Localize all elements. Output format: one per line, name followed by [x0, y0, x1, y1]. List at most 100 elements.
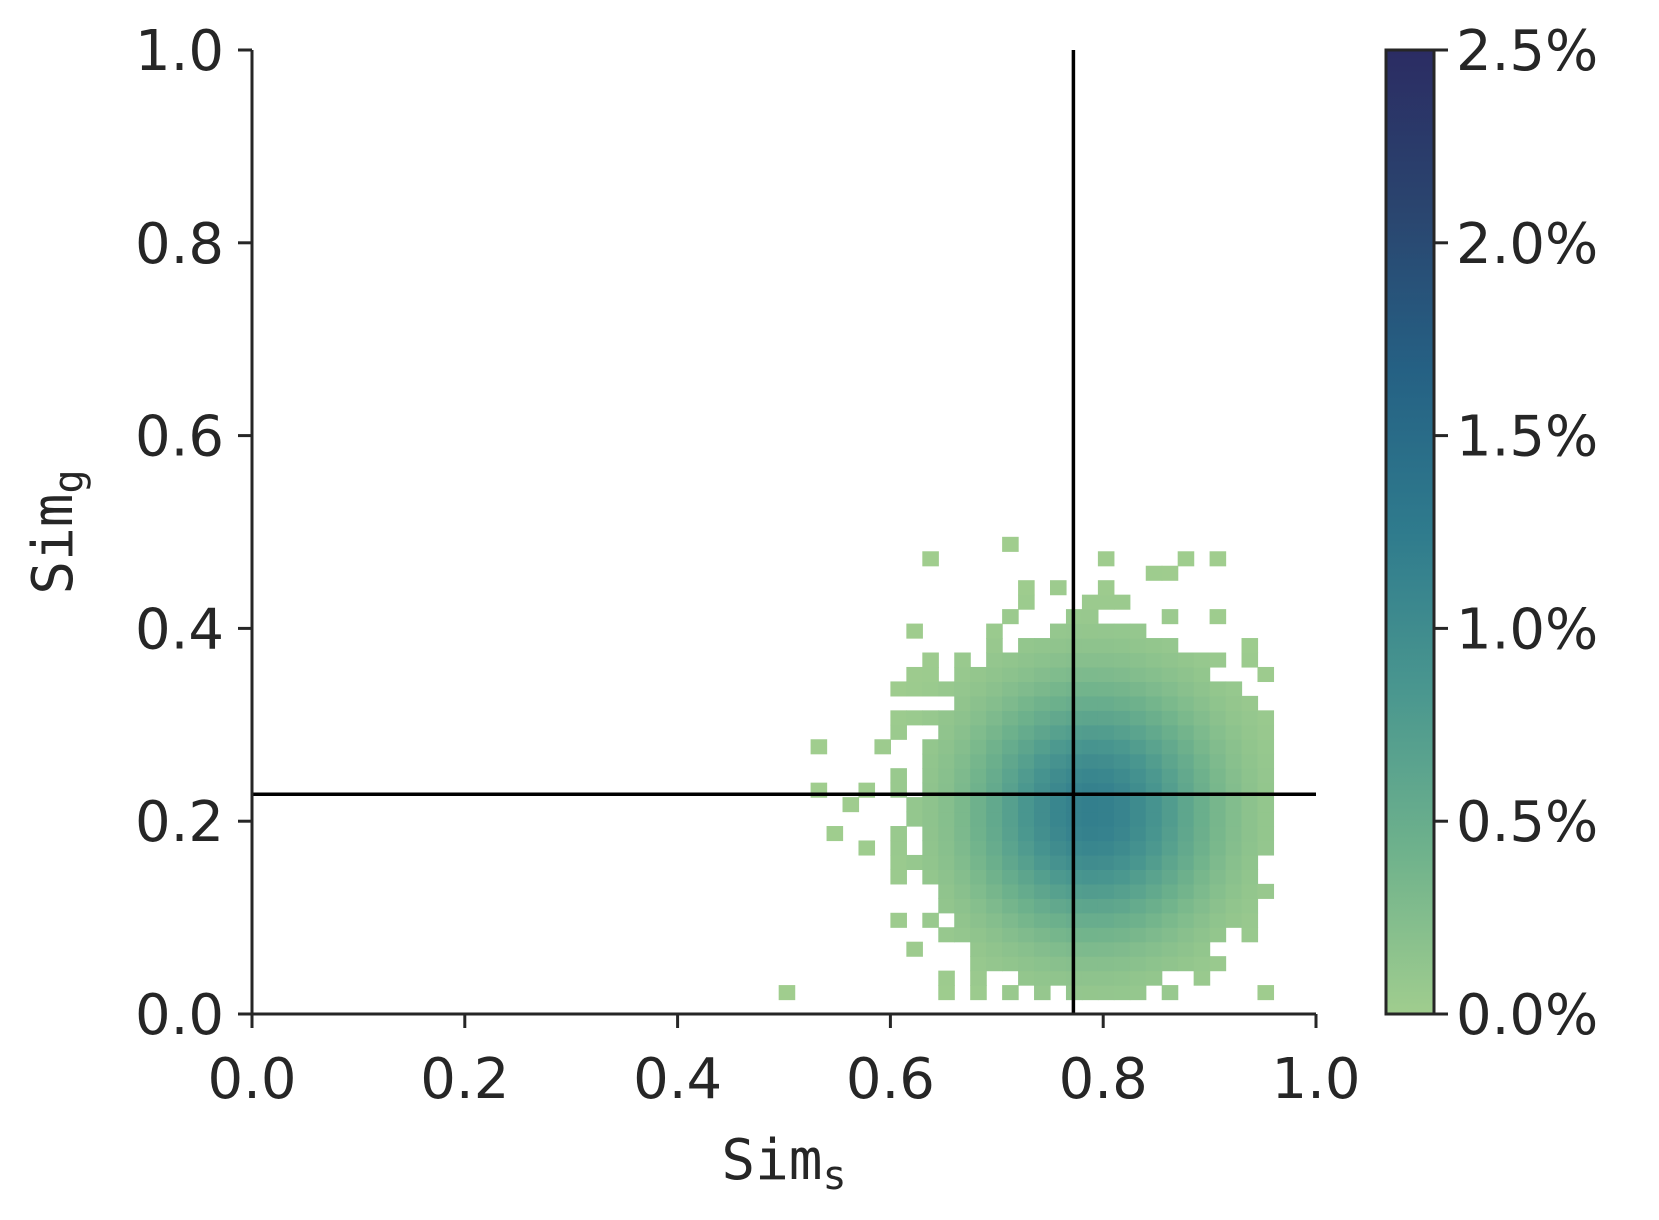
- heatmap-cell: [1145, 638, 1163, 654]
- heatmap-cell: [1018, 580, 1035, 596]
- heatmap-cell: [1177, 811, 1195, 827]
- heatmap-cell: [906, 623, 923, 639]
- heatmap-cell: [1177, 797, 1195, 813]
- heatmap-cell: [1209, 739, 1227, 755]
- heatmap-cell: [1081, 985, 1099, 1001]
- heatmap-cell: [1081, 768, 1099, 784]
- heatmap-cell: [1241, 724, 1259, 740]
- heatmap-cell: [1034, 710, 1051, 726]
- heatmap-cell: [1145, 826, 1163, 842]
- x-tick-label: 0.8: [1059, 1047, 1148, 1112]
- heatmap-cell: [890, 724, 907, 740]
- heatmap-cell: [1129, 869, 1147, 885]
- heatmap-cell: [1177, 883, 1195, 899]
- heatmap-cell: [1257, 811, 1275, 827]
- heatmap-cell: [1209, 826, 1227, 842]
- heatmap-cell: [1145, 695, 1163, 711]
- heatmap-cell: [1161, 724, 1179, 740]
- heatmap-cell: [1097, 710, 1115, 726]
- heatmap-cell: [1257, 724, 1275, 740]
- heatmap-cell: [1050, 941, 1067, 957]
- heatmap-cell: [1161, 898, 1179, 914]
- heatmap-cell: [1145, 710, 1163, 726]
- heatmap-cell: [1161, 768, 1179, 784]
- heatmap-cell: [1002, 710, 1019, 726]
- heatmap-cell: [1145, 840, 1163, 856]
- heatmap-cell: [1050, 912, 1067, 928]
- heatmap-cell: [1050, 768, 1067, 784]
- heatmap-cell: [1002, 609, 1019, 625]
- heatmap-cell: [954, 724, 971, 740]
- heatmap-cell: [1002, 941, 1019, 957]
- heatmap-cell: [1113, 638, 1131, 654]
- heatmap-cell: [1018, 912, 1035, 928]
- heatmap-cell: [1018, 811, 1035, 827]
- heatmap-cell: [1145, 869, 1163, 885]
- heatmap-cell: [1097, 840, 1115, 856]
- heatmap-cell: [1193, 753, 1211, 769]
- heatmap-cell: [1257, 666, 1275, 683]
- heatmap-cell: [986, 739, 1003, 755]
- heatmap-cell: [1209, 840, 1227, 856]
- heatmap-cell: [1177, 695, 1195, 711]
- heatmap-cell: [922, 912, 939, 928]
- heatmap-cell: [954, 710, 971, 726]
- heatmap-cell: [1081, 609, 1099, 625]
- heatmap-cell: [1225, 898, 1243, 914]
- heatmap-cell: [1113, 869, 1131, 885]
- heatmap-cell: [1081, 869, 1099, 885]
- heatmap-cell: [1018, 927, 1035, 943]
- heatmap-cell: [1225, 883, 1243, 899]
- heatmap-cell: [1209, 912, 1227, 928]
- heatmap-cell: [1002, 826, 1019, 842]
- heatmap-cell: [1225, 912, 1243, 928]
- heatmap-cell: [890, 869, 907, 885]
- heatmap-cell: [1018, 883, 1035, 899]
- heatmap-cell: [1161, 826, 1179, 842]
- heatmap-cell: [1034, 956, 1051, 972]
- heatmap-cell: [1097, 927, 1115, 943]
- heatmap-cell: [1241, 797, 1259, 813]
- heatmap-cell: [938, 724, 955, 740]
- colorbar: [1384, 48, 1436, 1016]
- heatmap-cell: [1097, 623, 1115, 639]
- heatmap-cell: [954, 826, 971, 842]
- heatmap-cell: [938, 710, 955, 726]
- heatmap-cell: [1002, 681, 1019, 697]
- heatmap-cell: [1257, 840, 1275, 856]
- y-tick-label: 0.4: [135, 597, 224, 662]
- heatmap-cell: [1034, 768, 1051, 784]
- heatmap-cell: [1113, 724, 1131, 740]
- heatmap-cell: [1018, 753, 1035, 769]
- heatmap-cell: [1145, 811, 1163, 827]
- heatmap-cell: [1129, 854, 1147, 870]
- heatmap-cell: [1193, 681, 1211, 697]
- heatmap-cells: [778, 536, 1275, 1001]
- heatmap-cell: [938, 927, 955, 943]
- heatmap-cell: [1257, 753, 1275, 769]
- heatmap-cell: [1050, 883, 1067, 899]
- heatmap-cell: [1225, 854, 1243, 870]
- heatmap-cell: [1129, 797, 1147, 813]
- heatmap-cell: [1129, 739, 1147, 755]
- heatmap-cell: [1193, 826, 1211, 842]
- heatmap-cell: [1145, 681, 1163, 697]
- heatmap-cell: [1241, 883, 1259, 899]
- heatmap-cell: [1034, 724, 1051, 740]
- heatmap-cell: [1113, 797, 1131, 813]
- heatmap-cell: [1050, 580, 1067, 596]
- heatmap-cell: [1034, 869, 1051, 885]
- heatmap-cell: [1002, 912, 1019, 928]
- heatmap-cell: [1145, 898, 1163, 914]
- heatmap-cell: [1002, 840, 1019, 856]
- heatmap-cell: [1050, 811, 1067, 827]
- heatmap-cell: [938, 985, 955, 1001]
- colorbar-tick-label: 2.5%: [1456, 19, 1598, 84]
- heatmap-cell: [1241, 826, 1259, 842]
- heatmap-cell: [1241, 854, 1259, 870]
- heatmap-cell: [986, 638, 1003, 654]
- heatmap-cell: [1050, 623, 1067, 639]
- heatmap-cell: [1081, 695, 1099, 711]
- x-tick-label: 0.4: [633, 1047, 722, 1112]
